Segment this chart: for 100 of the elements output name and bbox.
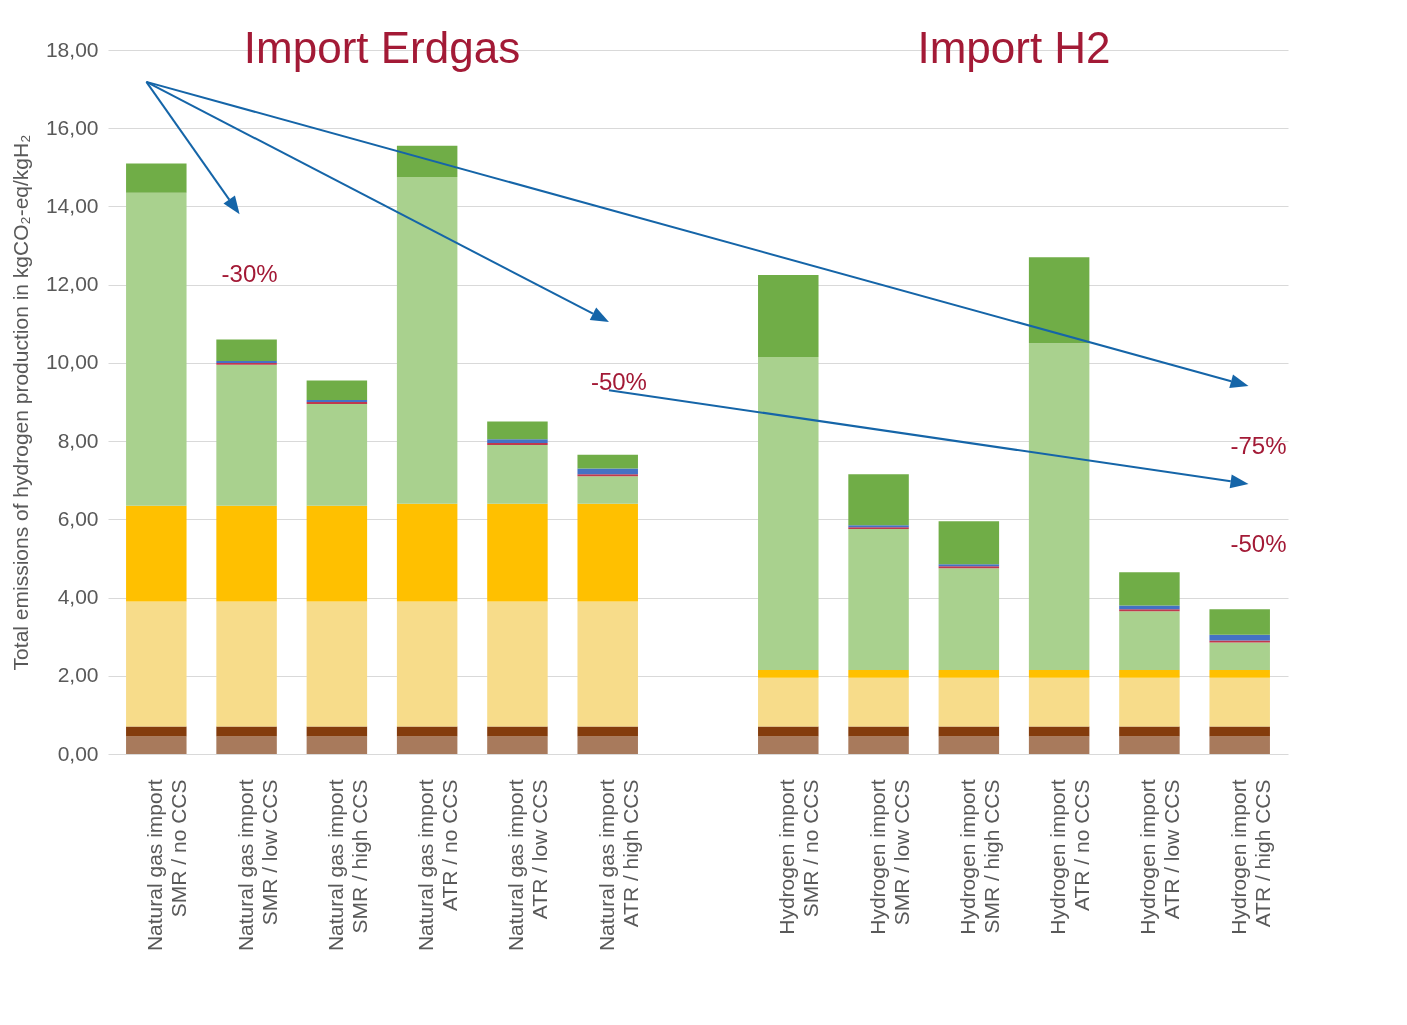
bar (126, 601, 187, 727)
bar (216, 505, 277, 602)
bar (396, 726, 458, 737)
bar (306, 505, 368, 602)
bar (577, 736, 638, 754)
bar (1209, 736, 1270, 754)
bar (306, 601, 368, 727)
bar (396, 736, 458, 754)
bar (216, 601, 277, 727)
bar (1209, 669, 1270, 678)
bar (306, 736, 368, 754)
bar (306, 726, 368, 737)
x-tick-label: Natural gas import ATR / low CCS (504, 779, 552, 952)
bar (1209, 634, 1270, 641)
bar (758, 669, 819, 678)
bar (1028, 726, 1090, 737)
x-tick-label: Natural gas import SMR / low CCS (233, 779, 281, 952)
bar (1209, 642, 1270, 670)
bar (126, 163, 187, 193)
annotation: -50% (1230, 529, 1287, 557)
y-tick-label: 12,00 (45, 272, 99, 296)
bar (938, 726, 1000, 737)
bar (577, 503, 638, 602)
x-tick-label: Natural gas import ATR / no CCS (414, 779, 462, 952)
bar (1028, 736, 1090, 754)
bar (216, 726, 277, 737)
x-tick-label: Natural gas import ATR / high CCS (594, 779, 642, 952)
bar (1119, 726, 1180, 737)
x-tick-label: Hydrogen import ATR / no CCS (1046, 779, 1094, 935)
bar (577, 601, 638, 727)
bar (1209, 609, 1270, 635)
bar (487, 726, 548, 737)
y-tick-label: 8,00 (57, 428, 99, 452)
bar (1119, 677, 1180, 727)
bar (126, 505, 187, 602)
bar (396, 177, 458, 504)
bar (848, 677, 909, 727)
bar (938, 677, 1000, 727)
x-tick-label: Hydrogen import ATR / high CCS (1226, 779, 1274, 935)
y-tick-label: 4,00 (57, 585, 99, 609)
bar (487, 421, 548, 440)
bar (396, 601, 458, 727)
bar (1119, 611, 1180, 670)
bar (848, 529, 909, 670)
bar (487, 445, 548, 504)
bar (1028, 669, 1090, 678)
bar (487, 503, 548, 602)
bar (848, 474, 909, 526)
bar (487, 736, 548, 754)
bar (1028, 257, 1090, 344)
bar (1209, 677, 1270, 727)
bar (938, 736, 1000, 754)
bar (577, 726, 638, 737)
bar (216, 736, 277, 754)
annotation: -75% (1230, 432, 1287, 460)
bar (1028, 677, 1090, 727)
y-tick-label: 10,00 (45, 350, 99, 374)
annotation: -30% (221, 260, 278, 288)
bar (1209, 726, 1270, 737)
bar (1119, 605, 1180, 610)
bar (487, 601, 548, 727)
y-tick-label: 18,00 (45, 37, 99, 61)
bar (396, 145, 458, 178)
y-axis-title: Total emissions of hydrogen production in kgCO₂-eq/kgH₂ (8, 134, 32, 671)
bar (848, 726, 909, 737)
bar (216, 364, 277, 506)
bar (938, 568, 1000, 670)
bar (1119, 736, 1180, 754)
bar (306, 403, 368, 506)
x-tick-label: Hydrogen import ATR / low CCS (1136, 779, 1184, 935)
x-tick-label: Natural gas import SMR / high CCS (323, 779, 371, 952)
x-tick-label: Natural gas import SMR / no CCS (143, 779, 191, 952)
x-tick-label: Hydrogen import SMR / high CCS (955, 779, 1003, 935)
bar (126, 192, 187, 506)
bar (1028, 343, 1090, 670)
bar (758, 274, 819, 358)
bar (577, 476, 638, 504)
bar (577, 454, 638, 469)
bar (848, 669, 909, 678)
y-tick-label: 16,00 (45, 115, 99, 139)
bar (848, 736, 909, 754)
x-tick-label: Hydrogen import SMR / no CCS (775, 779, 823, 935)
annotation: Import H2 (917, 23, 1111, 72)
y-tick-label: 6,00 (57, 506, 99, 530)
bar (487, 439, 548, 444)
bar (938, 669, 1000, 678)
bar (758, 677, 819, 727)
bar (126, 726, 187, 737)
bar (216, 339, 277, 361)
bar (938, 521, 1000, 565)
y-tick-label: 14,00 (45, 193, 99, 217)
bar (396, 503, 458, 602)
annotation: Import Erdgas (243, 23, 521, 72)
bar (758, 736, 819, 754)
bar (758, 726, 819, 737)
bar (758, 357, 819, 670)
bar (126, 736, 187, 754)
bar (1119, 572, 1180, 606)
annotation: -50% (590, 367, 647, 395)
x-tick-label: Hydrogen import SMR / low CCS (865, 779, 913, 935)
